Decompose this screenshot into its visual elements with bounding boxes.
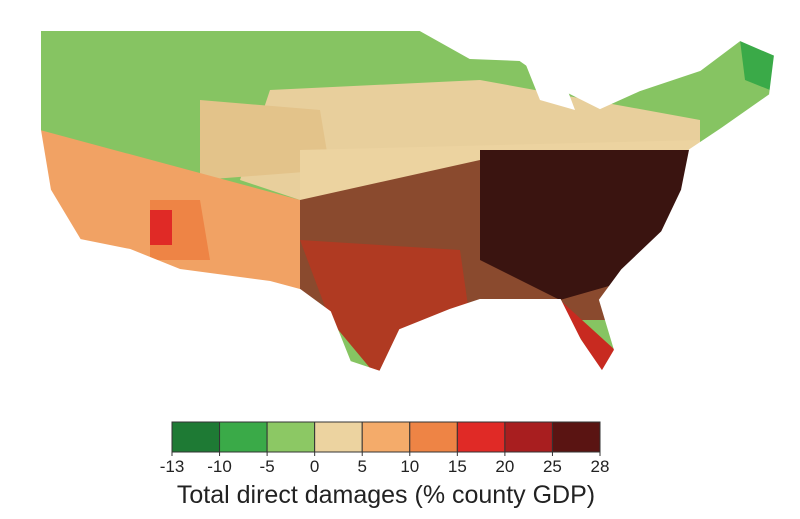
legend-bin: [504, 421, 553, 453]
legend-bin: [266, 421, 316, 453]
legend-tick-label: 10: [400, 457, 419, 476]
legend-tick-label: 15: [448, 457, 467, 476]
legend: Total direct damages (% county GDP) -13 -…: [160, 421, 610, 509]
us-counties: [40, 30, 775, 372]
legend-bin: [551, 421, 601, 453]
legend-tick-label: -13: [160, 457, 185, 476]
legend-tick-label: 0: [310, 457, 319, 476]
us-outline: [39, 29, 777, 374]
legend-tick-label: -10: [207, 457, 232, 476]
legend-tick-label: 28: [591, 457, 610, 476]
legend-title: Total direct damages (% county GDP): [177, 481, 595, 509]
legend-tick-label: -5: [260, 457, 275, 476]
legend-tick-label: 25: [543, 457, 562, 476]
legend-bin: [361, 421, 411, 453]
legend-bin: [409, 421, 458, 453]
legend-tick-label: 20: [495, 457, 514, 476]
legend-tick-label: 5: [357, 457, 366, 476]
legend-bin: [456, 421, 506, 453]
legend-bin: [171, 421, 221, 453]
legend-bin: [314, 421, 363, 453]
legend-bin: [219, 421, 268, 453]
